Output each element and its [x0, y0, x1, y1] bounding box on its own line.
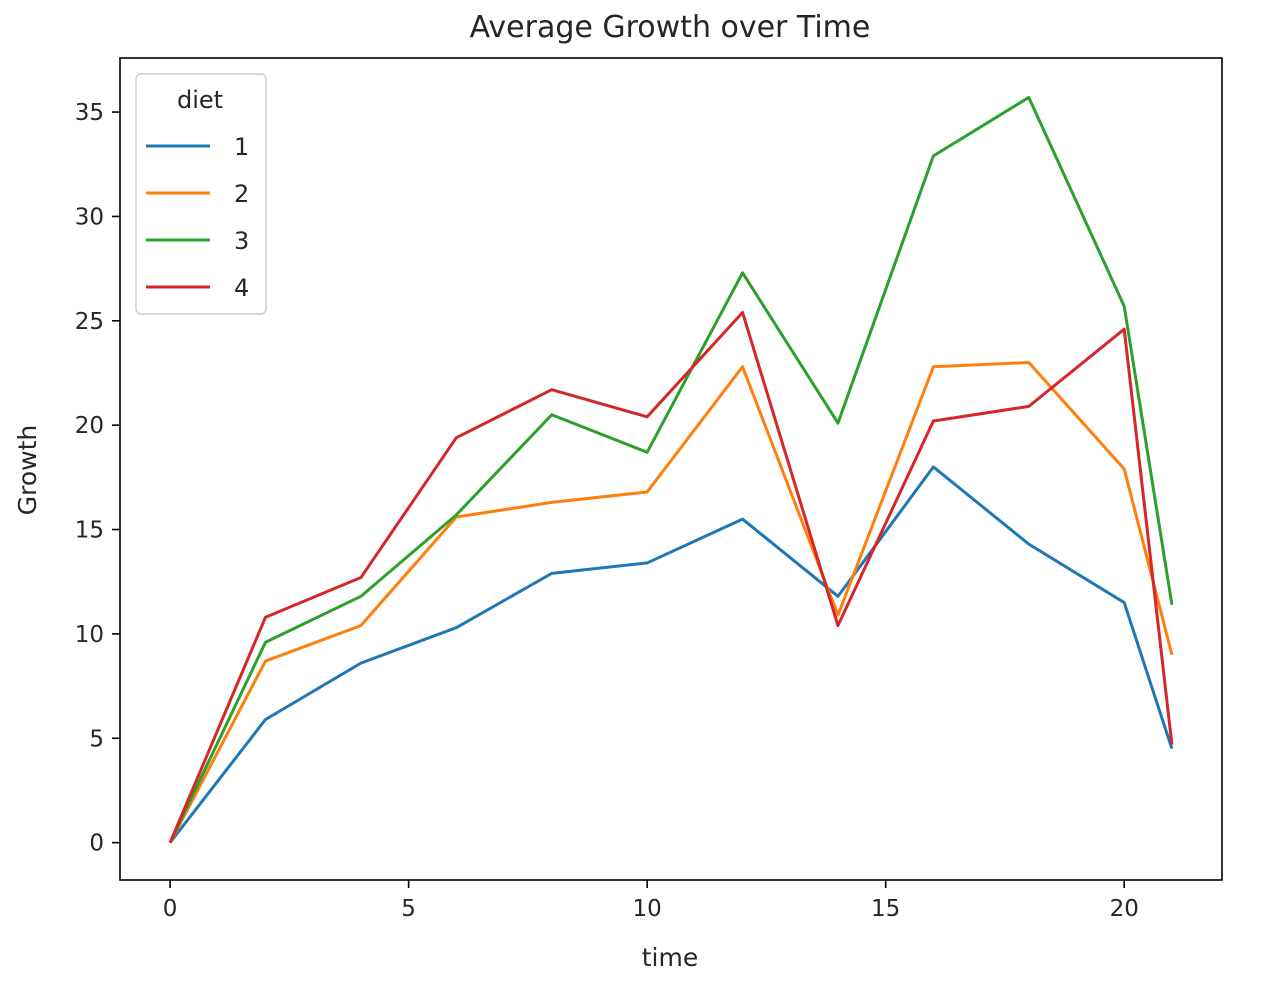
x-tick-label: 10 [633, 896, 662, 922]
x-axis-label: time [642, 943, 698, 972]
plot-area [120, 58, 1222, 880]
series-lines [168, 95, 1174, 844]
legend-title: diet [177, 86, 223, 114]
y-tick-label: 0 [89, 831, 104, 857]
y-tick-label: 10 [75, 622, 104, 648]
legend-items: 1 2 3 4 [146, 133, 249, 302]
legend: diet 1 2 3 4 [135, 73, 267, 315]
x-tick-label: 5 [401, 896, 416, 922]
y-tick-label: 30 [75, 204, 104, 230]
plot-frame [119, 57, 1223, 881]
y-axis-label: Growth [13, 425, 42, 516]
legend-label-diet-2: 2 [234, 180, 249, 208]
legend-label-diet-4: 4 [234, 274, 249, 302]
y-tick-label: 20 [75, 413, 104, 439]
series-line-diet-4 [168, 310, 1174, 844]
x-tick-label: 20 [1110, 896, 1139, 922]
y-tick-label: 25 [75, 309, 104, 335]
y-tick-label: 15 [75, 518, 104, 544]
legend-label-diet-3: 3 [234, 227, 249, 255]
x-tick-label: 0 [163, 896, 178, 922]
y-tick-label: 5 [89, 726, 104, 752]
y-tick-label: 35 [75, 100, 104, 126]
legend-label-diet-1: 1 [234, 133, 249, 161]
x-axis: 0 5 10 15 20 [163, 880, 1139, 922]
x-tick-label: 15 [871, 896, 900, 922]
series-line-diet-2 [168, 361, 1174, 844]
chart-title: Average Growth over Time [470, 10, 871, 45]
series-line-diet-1 [168, 465, 1174, 844]
y-axis: 0 5 10 15 20 25 30 35 [75, 100, 120, 857]
